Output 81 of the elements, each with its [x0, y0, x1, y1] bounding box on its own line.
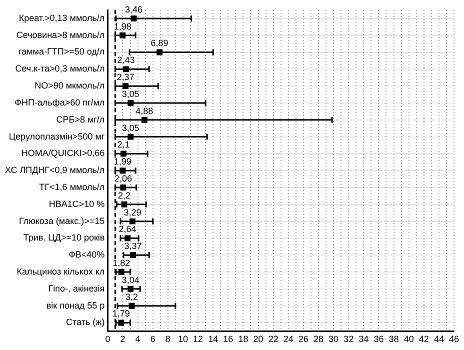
data-label: 2,43 — [117, 55, 135, 66]
point — [130, 252, 136, 258]
y-tick-label: ХС ЛПДНГ<0,9 ммоль/л — [4, 165, 105, 176]
data-label: 2,1 — [117, 140, 130, 150]
point — [118, 320, 124, 326]
data-label: 6,89 — [150, 38, 168, 48]
y-tick-label: вік понад 55 р — [46, 300, 105, 310]
y-tick-label: NO>90 мкмоль/л — [34, 80, 105, 91]
point — [128, 100, 134, 106]
x-tick-label: 22 — [268, 334, 278, 344]
data-label: 3,04 — [122, 274, 140, 285]
y-tick-label: СРБ>8 мг/л — [56, 114, 105, 124]
data-label: 1,98 — [114, 21, 132, 32]
y-tick-label: HOMA/QUICKI>0,66 — [21, 148, 105, 158]
data-label: 3,37 — [124, 241, 142, 252]
point — [118, 269, 124, 276]
point — [120, 32, 126, 38]
point — [121, 201, 128, 208]
x-tick-label: 28 — [313, 334, 324, 344]
data-label: 4,88 — [136, 106, 154, 116]
data-label: 3,05 — [122, 88, 140, 99]
data-label: 2,06 — [114, 173, 132, 184]
x-tick-label: 34 — [358, 334, 369, 344]
data-label: 3,29 — [124, 207, 142, 218]
x-tick-label: 4 — [135, 334, 140, 344]
y-tick-label: HBA1C>10 % — [48, 198, 105, 209]
x-tick-label: 8 — [165, 334, 170, 344]
x-tick-label: 44 — [434, 334, 444, 344]
point — [156, 49, 163, 56]
data-label: 1,79 — [112, 308, 130, 319]
x-tick-label: 26 — [298, 334, 308, 344]
data-label: 1,99 — [114, 156, 132, 167]
y-tick-label: Церулоплазмін>500 мг — [8, 131, 106, 142]
y-tick-label: Гіпо-, акінезія — [48, 283, 105, 294]
x-tick-label: 2 — [120, 334, 126, 344]
data-label: 2,64 — [118, 224, 136, 234]
y-tick-label: гамма-ГТП>=50 од/л — [18, 46, 105, 57]
point — [120, 150, 126, 157]
x-tick-label: 30 — [328, 334, 339, 344]
y-tick-label: Стать (ж) — [66, 317, 105, 328]
point — [141, 116, 148, 123]
data-label: 3,05 — [122, 122, 140, 133]
x-tick-label: 36 — [374, 334, 384, 344]
y-tick-label: Сечовина>8 ммоль/л — [16, 30, 105, 40]
x-tick-label: 12 — [193, 334, 204, 344]
point — [129, 218, 136, 224]
point — [128, 134, 134, 140]
x-tick-label: 38 — [388, 334, 399, 344]
x-tick-label: 40 — [404, 334, 414, 344]
data-label: 3,2 — [126, 292, 138, 302]
x-tick-label: 14 — [208, 334, 218, 344]
point — [130, 15, 137, 22]
point — [128, 302, 135, 309]
data-label: 2,37 — [116, 72, 134, 82]
data-label: 2,2 — [118, 190, 131, 200]
y-tick-label: ФВ<40% — [68, 250, 105, 260]
y-tick-label: ФНП-альфа>60 пг/мл — [14, 97, 105, 108]
point — [120, 168, 126, 174]
data-label: 1,82 — [112, 258, 130, 268]
y-tick-label: Сеч.к-та>0,3 ммоль/л — [15, 64, 105, 74]
x-tick-label: 16 — [223, 334, 234, 344]
x-tick-label: 10 — [178, 334, 188, 344]
x-tick-label: 18 — [238, 334, 248, 344]
x-tick-label: 46 — [448, 334, 460, 344]
y-tick-label: Креат.>0,13 ммоль/л — [18, 12, 105, 23]
y-tick-label: Глюкоза (макс.)>=15 — [18, 216, 105, 226]
y-tick-label: Кальциноз кількох кл — [16, 266, 105, 277]
point — [123, 66, 129, 72]
point — [128, 286, 134, 292]
point — [122, 83, 129, 90]
x-tick-label: 32 — [344, 334, 354, 344]
point — [124, 235, 131, 242]
point — [120, 184, 126, 190]
x-tick-label: 20 — [253, 334, 264, 344]
y-tick-label: ТГ<1,6 ммоль/л — [39, 182, 105, 192]
x-tick-label: 6 — [150, 334, 156, 344]
x-tick-label: 0 — [105, 334, 110, 344]
x-tick-label: 24 — [283, 334, 294, 344]
y-tick-label: Трив. ЦД>=10 років — [23, 232, 105, 243]
x-tick-label: 42 — [418, 334, 429, 344]
data-label: 3,46 — [124, 4, 143, 14]
